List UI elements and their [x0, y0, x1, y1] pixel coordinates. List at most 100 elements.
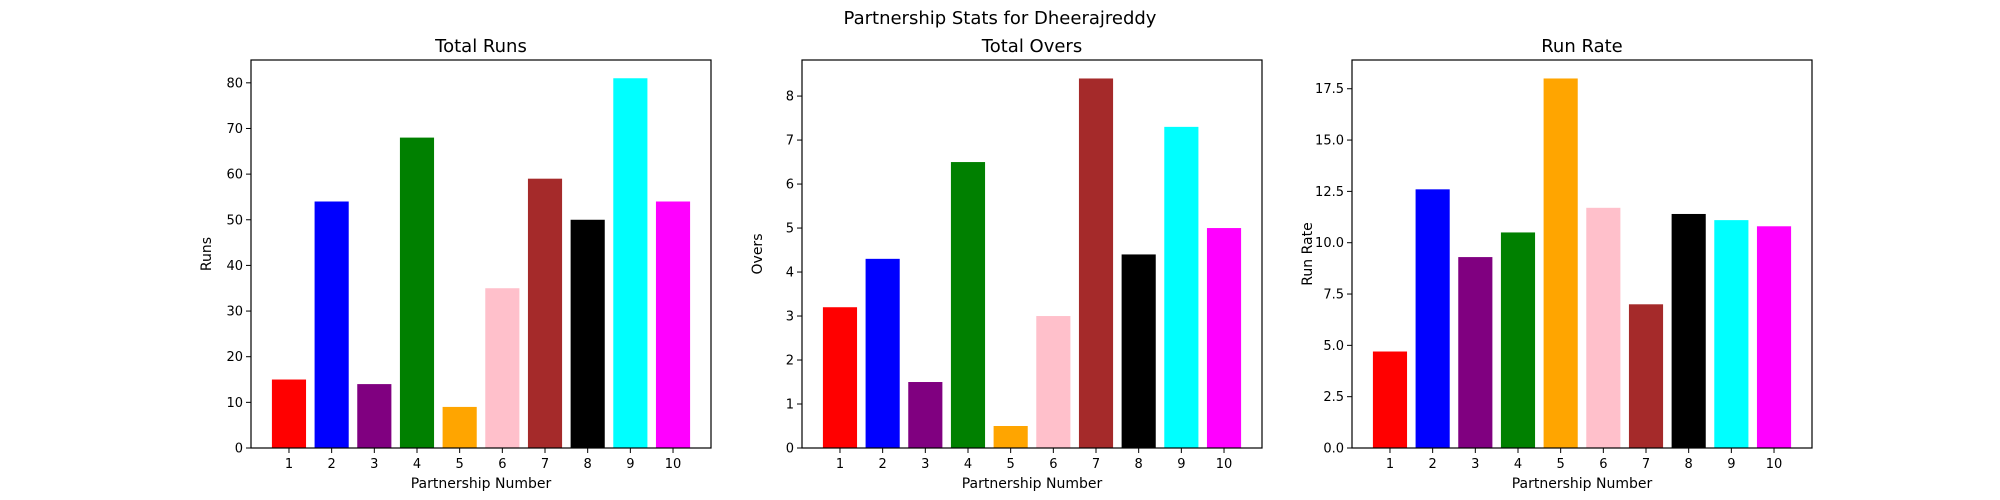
- run-rate-bar-8: [1671, 213, 1706, 448]
- total-runs-ytick-label-0: 0: [235, 442, 243, 457]
- run-rate-xtick-label-9: 9: [1727, 457, 1735, 472]
- total-overs-xtick-label-8: 8: [1135, 457, 1143, 472]
- run-rate-xtick-label-7: 7: [1642, 457, 1650, 472]
- total-runs-ytick-label-8: 80: [226, 76, 243, 91]
- total-runs-bar-1: [271, 379, 307, 448]
- run-rate-xtick-label-6: 6: [1599, 457, 1607, 472]
- total-overs-xtick-label-9: 9: [1177, 457, 1185, 472]
- run-rate-panel: Run Rate Partnership Number Run Rate 1 2 3…: [1300, 36, 1813, 492]
- run-rate-bar-5: [1543, 78, 1578, 448]
- run-rate-ytick-label-0: 0.0: [1323, 442, 1344, 457]
- total-overs-bars: [822, 78, 1242, 448]
- total-runs-panel: Total Runs Partnership Number Runs 1 2 3 4 5…: [199, 36, 712, 492]
- run-rate-title: Run Rate: [1541, 36, 1623, 57]
- total-runs-xtick-label-4: 4: [413, 457, 421, 472]
- total-runs-bar-4: [399, 137, 435, 448]
- total-runs-ytick-label-3: 30: [226, 305, 243, 320]
- run-rate-ytick-label-3: 7.5: [1323, 288, 1344, 303]
- total-overs-bar-5: [993, 426, 1028, 448]
- total-overs-bar-3: [908, 382, 943, 448]
- run-rate-ylabel: Run Rate: [1300, 222, 1316, 285]
- run-rate-axes: 1 2 3 4 5 6 7 8 9 10 0.0 2.5 5.0 7.5 10.0 12.5 15.0 17.5: [1315, 82, 1782, 472]
- total-overs-bar-1: [822, 307, 858, 448]
- total-overs-xlabel: Partnership Number: [962, 476, 1103, 492]
- total-runs-ytick-label-1: 10: [226, 396, 243, 411]
- total-runs-bar-3: [357, 384, 392, 448]
- run-rate-bar-1: [1372, 351, 1408, 448]
- total-overs-ylabel: Overs: [750, 234, 766, 275]
- run-rate-xtick-label-2: 2: [1429, 457, 1437, 472]
- total-overs-ytick-label-4: 4: [786, 266, 794, 281]
- total-runs-title: Total Runs: [434, 36, 527, 57]
- total-overs-ytick-label-1: 1: [786, 398, 794, 413]
- total-runs-xtick-label-6: 6: [498, 457, 506, 472]
- total-overs-xtick-label-5: 5: [1007, 457, 1015, 472]
- total-runs-xtick-label-2: 2: [328, 457, 336, 472]
- run-rate-xlabel: Partnership Number: [1512, 476, 1653, 492]
- run-rate-ytick-label-7: 17.5: [1315, 82, 1344, 97]
- run-rate-xtick-label-4: 4: [1514, 457, 1522, 472]
- total-overs-bar-2: [865, 258, 900, 448]
- total-overs-xtick-label-3: 3: [921, 457, 929, 472]
- total-overs-axes: 1 2 3 4 5 6 7 8 9 10 0 1 2 3 4 5 6 7 8: [786, 90, 1233, 472]
- total-runs-frame: [250, 59, 712, 449]
- run-rate-bars: [1372, 78, 1792, 449]
- total-overs-ytick-label-8: 8: [786, 90, 794, 105]
- total-runs-xtick-label-9: 9: [626, 457, 634, 472]
- total-overs-xtick-label-1: 1: [836, 457, 844, 472]
- total-overs-bar-6: [1036, 316, 1071, 448]
- total-overs-bar-10: [1206, 228, 1242, 448]
- run-rate-bar-10: [1756, 226, 1792, 448]
- total-runs-bars: [271, 78, 691, 449]
- total-overs-frame: [801, 59, 1263, 449]
- run-rate-bar-6: [1586, 207, 1621, 448]
- total-overs-xtick-label-6: 6: [1049, 457, 1057, 472]
- run-rate-ytick-label-5: 12.5: [1315, 185, 1344, 200]
- total-runs-xlabel: Partnership Number: [411, 476, 552, 492]
- run-rate-frame: [1351, 59, 1813, 449]
- total-overs-bar-9: [1164, 126, 1199, 448]
- total-runs-ytick-label-7: 70: [226, 122, 243, 137]
- run-rate-xtick-label-3: 3: [1471, 457, 1479, 472]
- total-overs-xtick-label-7: 7: [1092, 457, 1100, 472]
- run-rate-xtick-label-10: 10: [1766, 457, 1783, 472]
- total-runs-bar-8: [570, 219, 605, 448]
- run-rate-ytick-label-1: 2.5: [1323, 390, 1344, 405]
- total-runs-ytick-label-2: 20: [226, 350, 243, 365]
- total-runs-xtick-label-3: 3: [370, 457, 378, 472]
- total-runs-bar-10: [655, 201, 691, 448]
- total-runs-ytick-label-5: 50: [226, 213, 243, 228]
- total-runs-xtick-label-7: 7: [541, 457, 549, 472]
- figure-suptitle: Partnership Stats for Dheerajreddy: [844, 8, 1157, 29]
- run-rate-bar-9: [1714, 220, 1749, 448]
- total-overs-panel: Total Overs Partnership Number Overs 1 2 3…: [750, 36, 1263, 492]
- total-runs-ytick-label-6: 60: [226, 168, 243, 183]
- total-runs-xtick-label-10: 10: [665, 457, 682, 472]
- total-overs-xtick-label-10: 10: [1216, 457, 1233, 472]
- total-runs-axes: 1 2 3 4 5 6 7 8 9 10 0 10 20 30 40 50 60 70 80: [226, 76, 681, 472]
- total-overs-ytick-label-3: 3: [786, 310, 794, 325]
- total-overs-title: Total Overs: [981, 36, 1082, 57]
- run-rate-xtick-label-1: 1: [1386, 457, 1394, 472]
- total-overs-xtick-label-2: 2: [879, 457, 887, 472]
- run-rate-xtick-label-8: 8: [1685, 457, 1693, 472]
- total-runs-bar-7: [527, 178, 563, 448]
- total-runs-ylabel: Runs: [199, 237, 215, 271]
- total-overs-ytick-label-7: 7: [786, 134, 794, 149]
- total-runs-ytick-label-4: 40: [226, 259, 243, 274]
- run-rate-xtick-label-5: 5: [1557, 457, 1565, 472]
- run-rate-bar-3: [1458, 257, 1493, 448]
- run-rate-ytick-label-6: 15.0: [1315, 134, 1344, 149]
- total-overs-xtick-label-4: 4: [964, 457, 972, 472]
- total-runs-xtick-label-5: 5: [456, 457, 464, 472]
- run-rate-bar-2: [1415, 189, 1450, 449]
- run-rate-bar-7: [1628, 304, 1664, 448]
- total-overs-ytick-label-5: 5: [786, 222, 794, 237]
- total-overs-bar-7: [1078, 78, 1114, 448]
- total-runs-bar-5: [442, 406, 477, 448]
- total-overs-ytick-label-6: 6: [786, 178, 794, 193]
- total-runs-xtick-label-8: 8: [584, 457, 592, 472]
- run-rate-bar-4: [1500, 232, 1536, 448]
- total-runs-bar-2: [314, 201, 349, 448]
- total-runs-xtick-label-1: 1: [285, 457, 293, 472]
